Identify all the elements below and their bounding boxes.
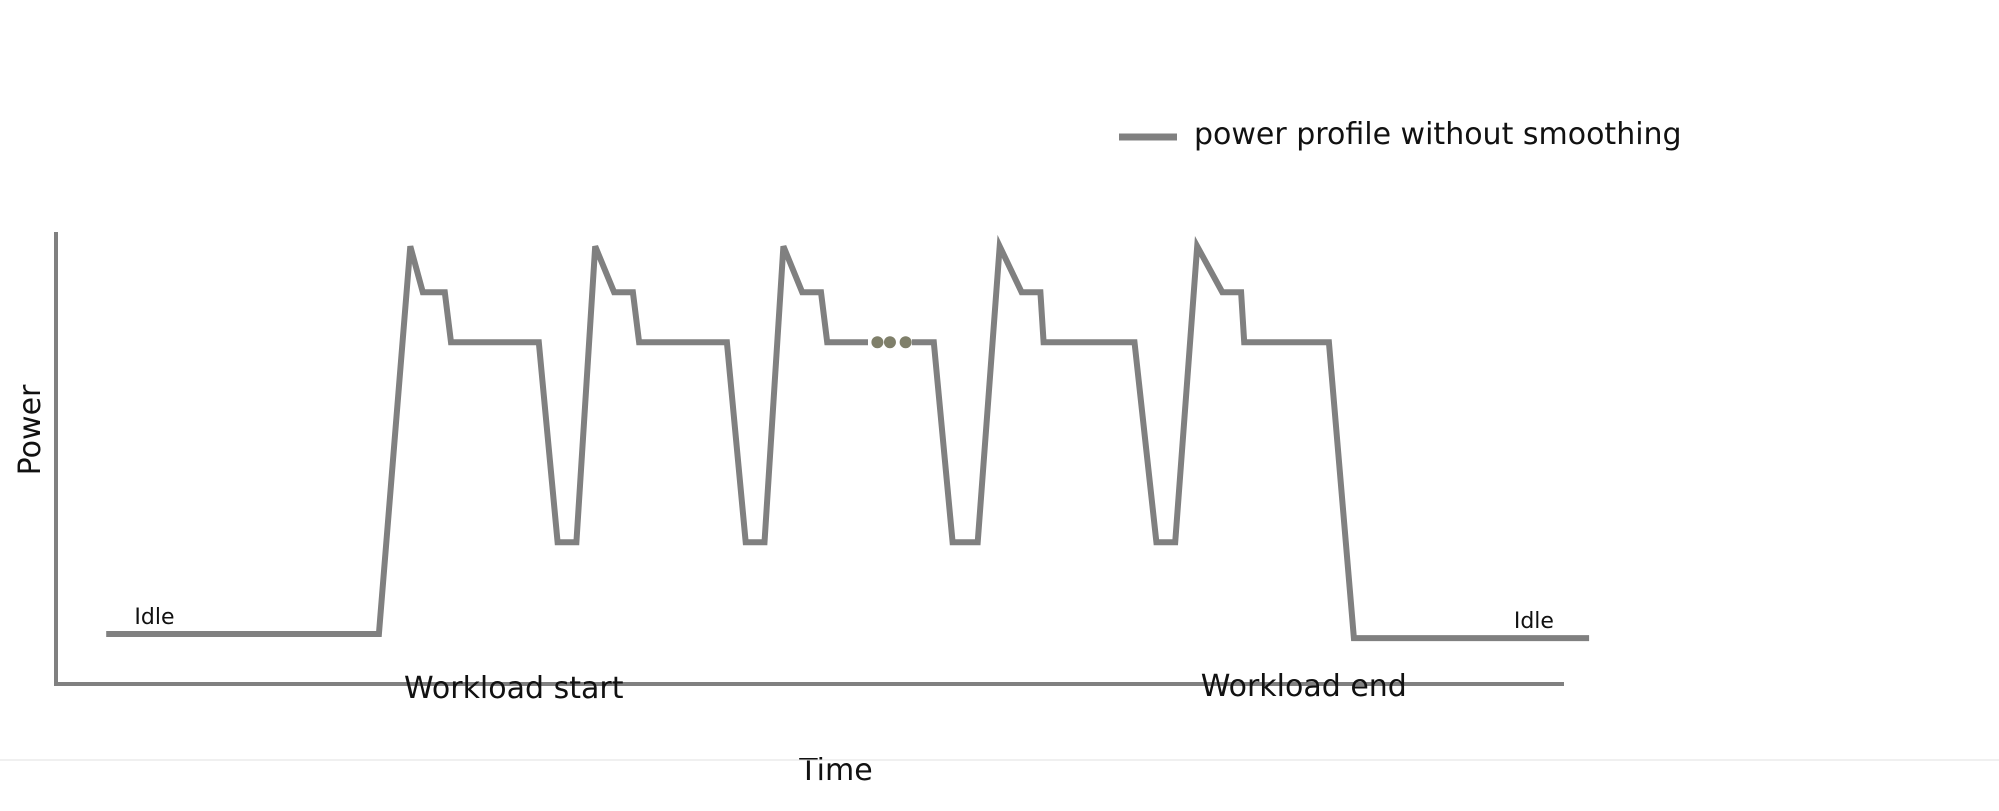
workload-annotation: Workload end [1201,669,1407,704]
axes-layer [54,232,1564,686]
ellipsis-layer [871,336,912,349]
ellipsis-dot [883,336,896,349]
idle-annotation: Idle [134,605,174,630]
annotation-layer: Idle Idle Workload start Workload end [134,605,1554,706]
series-line-segment [911,234,1590,642]
legend: power profile without smoothing [1119,117,1682,152]
ellipsis-dot [871,336,884,349]
legend-entry-label: power profile without smoothing [1194,117,1682,152]
x-axis-label: Time [798,753,872,788]
y-axis-label: Power [13,384,48,475]
series-line-segment [106,245,868,637]
series-layer [106,234,1590,642]
idle-annotation: Idle [1514,609,1554,634]
workload-annotation: Workload start [404,671,624,706]
ellipsis-dot [899,336,912,349]
